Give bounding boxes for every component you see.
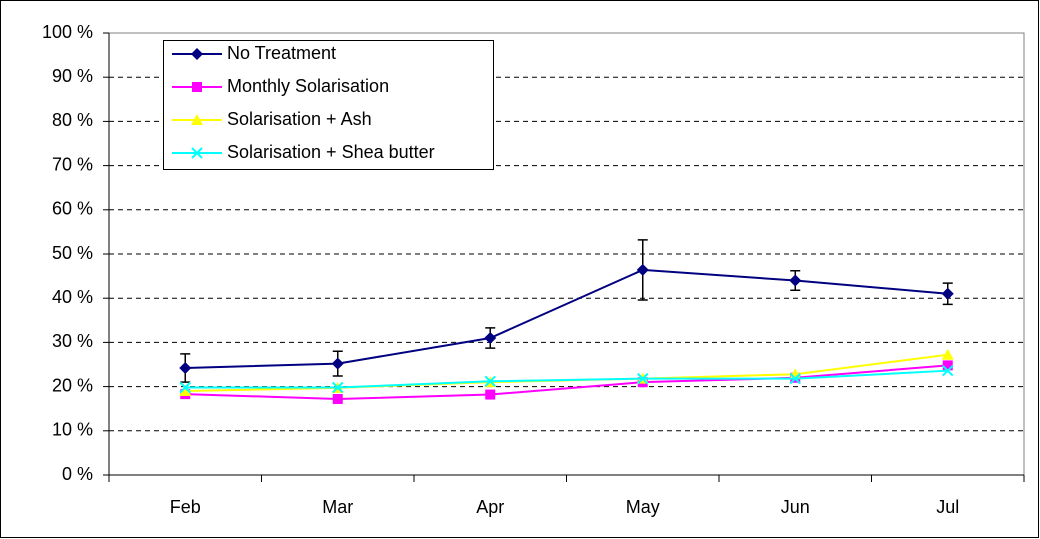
- marker: [941, 287, 954, 300]
- marker: [484, 375, 496, 388]
- y-tick-label: 90 %: [52, 66, 93, 86]
- legend-label: Solarisation + Ash: [227, 109, 372, 129]
- marker: [179, 381, 191, 394]
- marker: [191, 48, 203, 60]
- marker: [191, 114, 203, 125]
- y-tick-label: 50 %: [52, 243, 93, 263]
- y-tick-label: 10 %: [52, 420, 93, 440]
- legend-box: [163, 40, 494, 170]
- series: [179, 239, 954, 383]
- x-tick-label: Mar: [322, 497, 353, 517]
- legend-label: Monthly Solarisation: [227, 76, 389, 96]
- y-tick-label: 70 %: [52, 154, 93, 174]
- marker: [789, 274, 802, 287]
- x-tick-label: Jul: [936, 497, 959, 517]
- series: [179, 364, 954, 394]
- y-tick-label: 40 %: [52, 287, 93, 307]
- x-tick-label: May: [626, 497, 660, 517]
- legend-label: Solarisation + Shea butter: [227, 142, 435, 162]
- marker: [636, 263, 649, 276]
- y-tick-label: 0 %: [62, 464, 93, 484]
- marker: [332, 393, 343, 404]
- y-tick-label: 80 %: [52, 110, 93, 130]
- marker: [331, 357, 344, 370]
- series-line: [185, 364, 948, 400]
- marker: [192, 82, 202, 92]
- x-tick-label: Apr: [476, 497, 504, 517]
- series-line: [185, 268, 948, 370]
- y-tick-label: 20 %: [52, 375, 93, 395]
- legend: No Treatment Monthly Solarisation Solarisa…: [163, 40, 494, 170]
- x-tick-label: Jun: [781, 497, 810, 517]
- marker: [179, 385, 192, 397]
- marker: [789, 372, 801, 385]
- series-line: [185, 369, 948, 389]
- marker: [942, 364, 954, 377]
- marker: [332, 381, 344, 394]
- y-tick-label: 60 %: [52, 199, 93, 219]
- x-tick-label: Feb: [170, 497, 201, 517]
- marker: [179, 362, 192, 375]
- marker: [942, 360, 953, 371]
- marker: [941, 348, 954, 360]
- legend-label: No Treatment: [227, 43, 336, 63]
- y-tick-label: 100 %: [42, 22, 93, 42]
- marker: [191, 147, 203, 159]
- marker: [637, 372, 649, 385]
- marker: [485, 389, 496, 400]
- marker: [484, 331, 497, 344]
- y-tick-label: 30 %: [52, 331, 93, 351]
